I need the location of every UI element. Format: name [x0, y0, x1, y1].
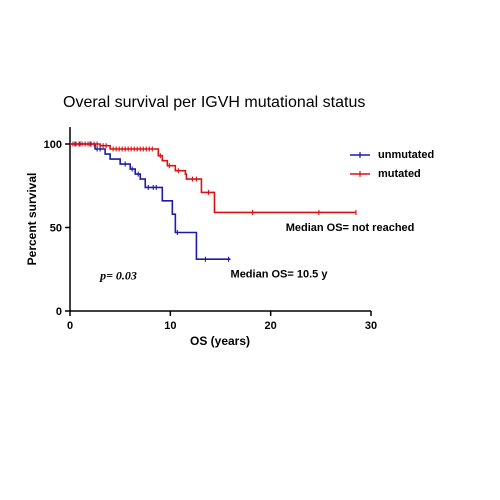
y-tick-label: 50: [50, 223, 62, 235]
p-value-annotation: p= 0.03: [99, 268, 137, 282]
median-annotation: Median OS= not reached: [286, 222, 415, 234]
legend: unmutated mutated: [350, 149, 434, 180]
axis-ticks: 0 10 20 30 0 50 100: [44, 139, 377, 332]
survival-curve-unmutated: [70, 143, 231, 261]
series-mutated: [70, 141, 357, 215]
legend-item-unmutated: unmutated: [350, 149, 434, 161]
y-tick-label: 0: [56, 306, 62, 318]
y-tick-label: 100: [44, 139, 62, 151]
x-tick-label: 0: [67, 320, 73, 332]
series-unmutated: [70, 141, 231, 262]
x-tick-label: 20: [265, 320, 277, 332]
series-layer: [70, 141, 357, 262]
median-annotation: Median OS= 10.5 y: [231, 269, 329, 281]
survival-curve-mutated: [70, 143, 356, 214]
annotation-layer: Median OS= not reached Median OS= 10.5 y p…: [99, 222, 414, 282]
chart-title: Overal survival per IGVH mutational stat…: [63, 94, 365, 111]
y-axis-label: Percent survival: [25, 173, 39, 266]
x-tick-label: 30: [365, 320, 377, 332]
legend-label-unmutated: unmutated: [378, 149, 434, 161]
legend-item-mutated: mutated: [350, 168, 421, 180]
x-tick-label: 10: [164, 320, 176, 332]
x-axis-label: OS (years): [190, 334, 250, 348]
legend-label-mutated: mutated: [378, 168, 421, 180]
